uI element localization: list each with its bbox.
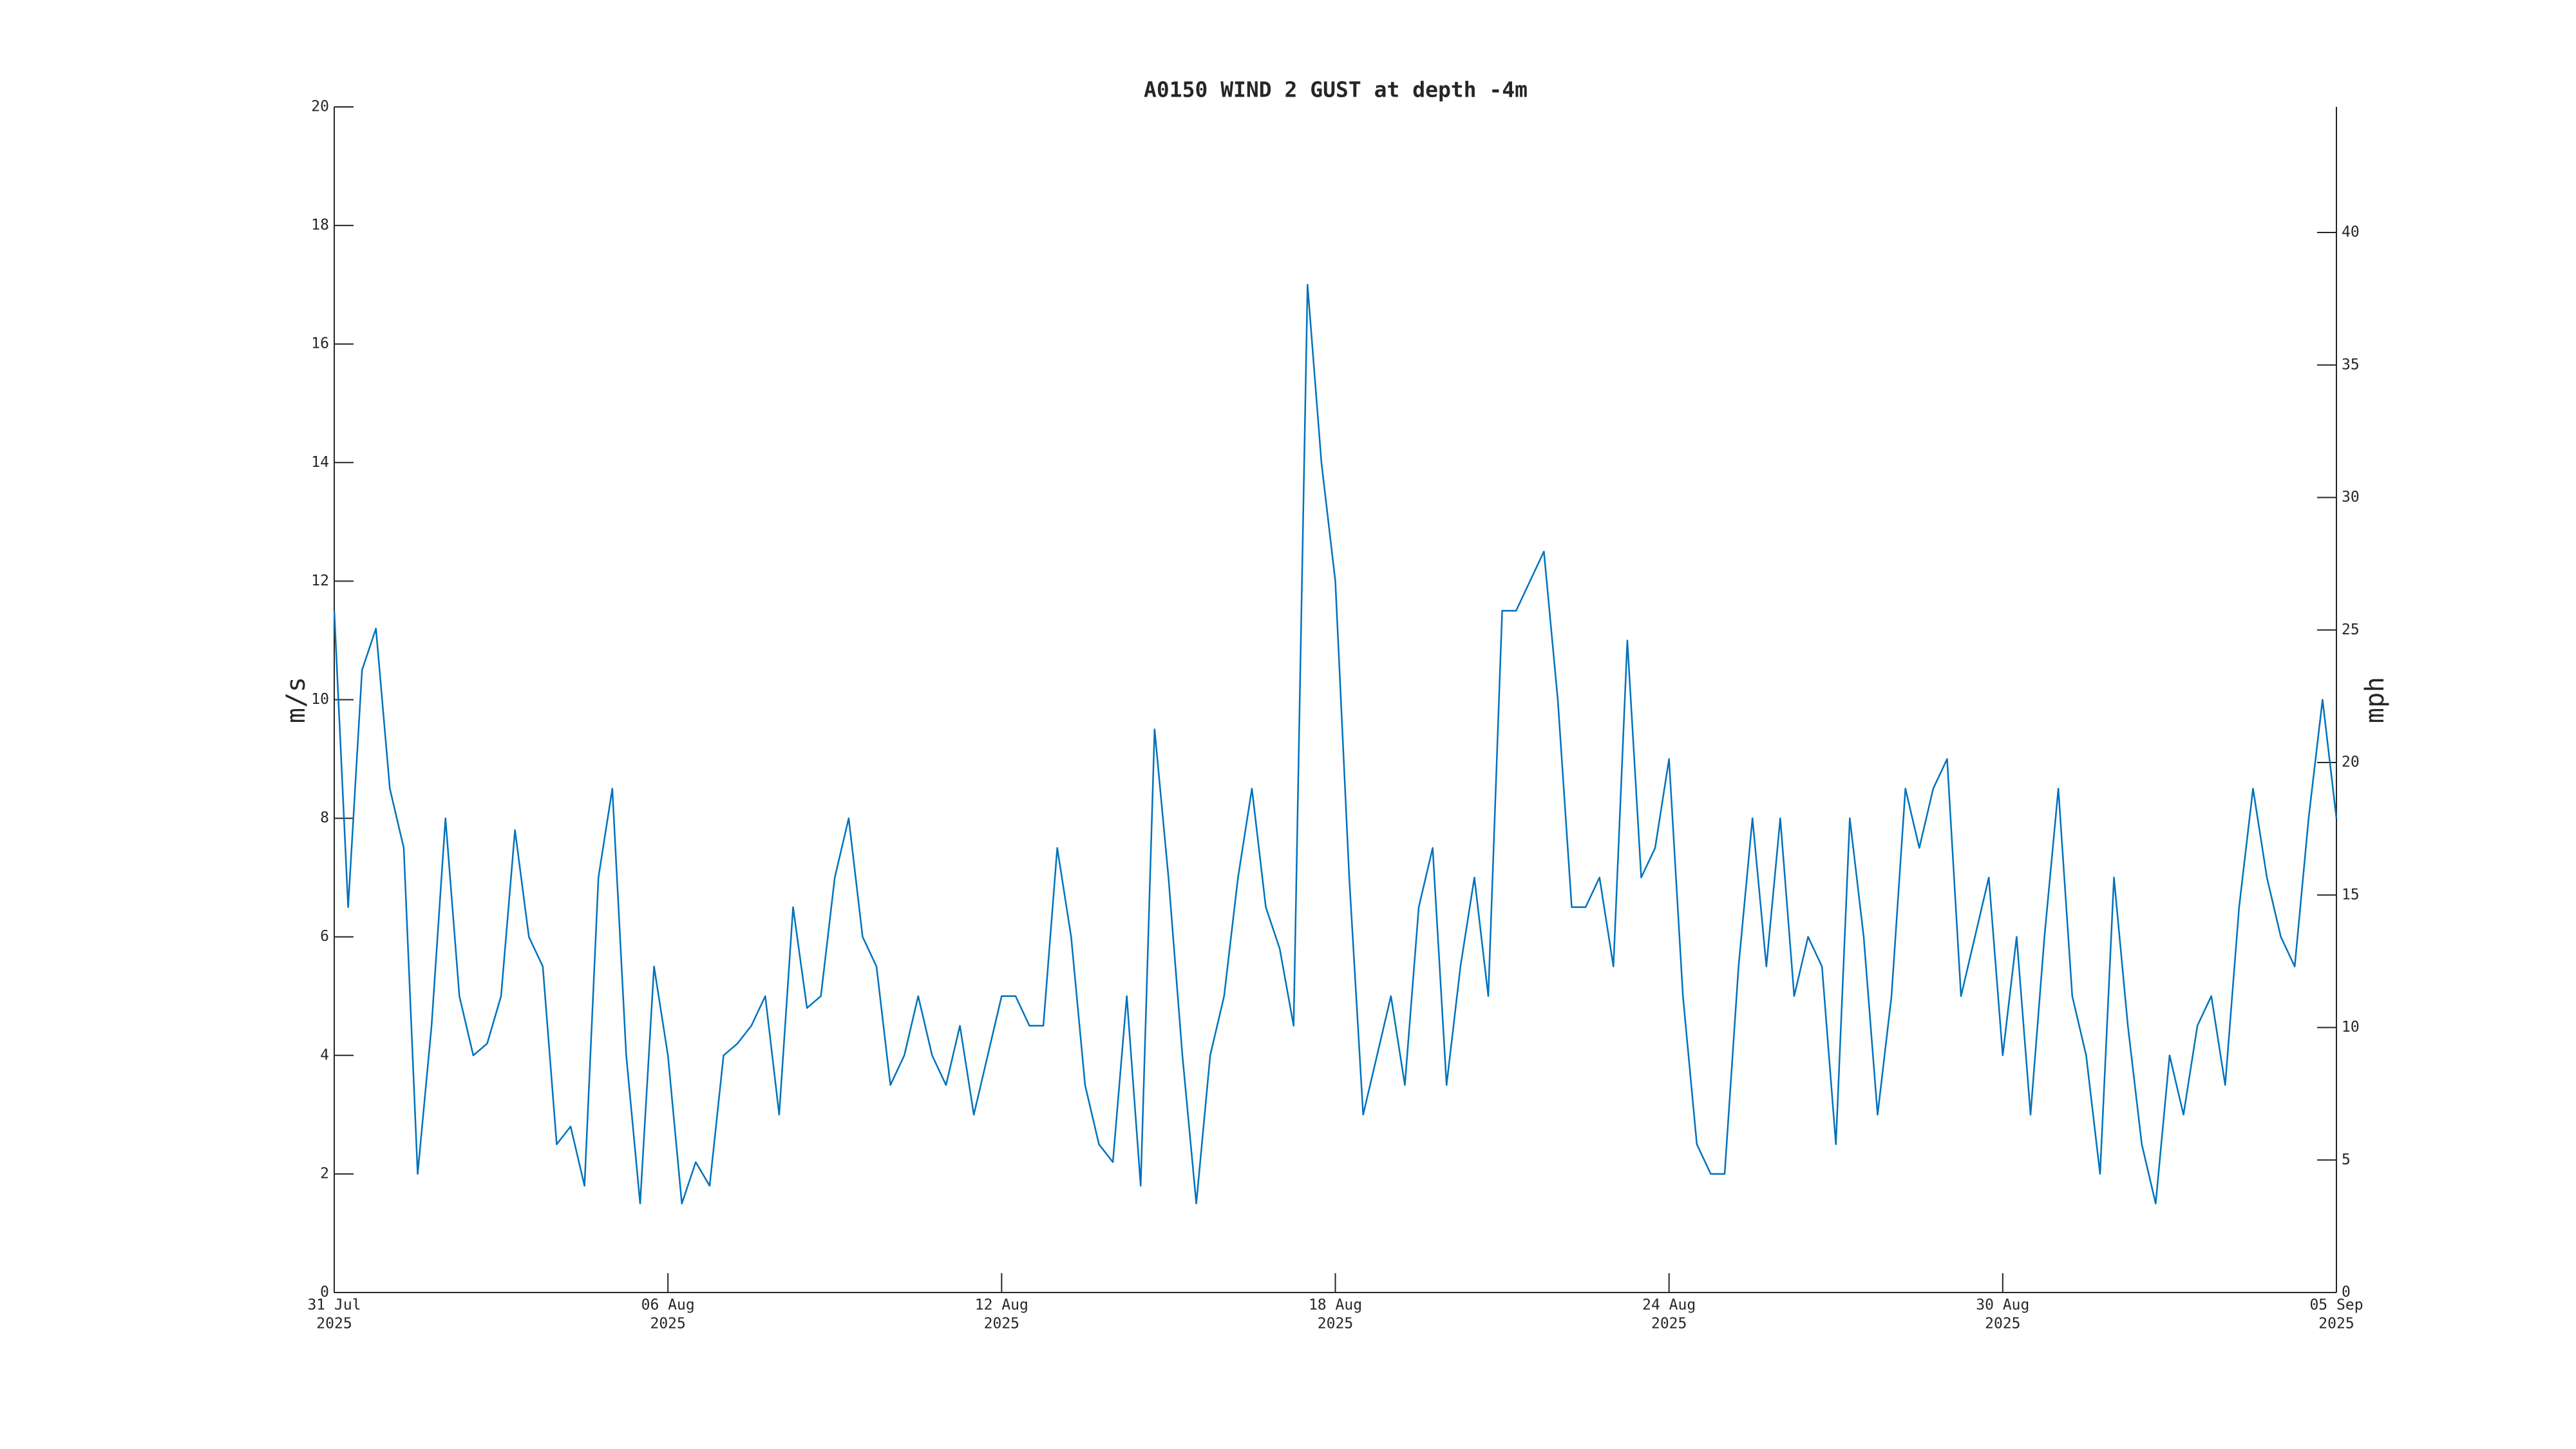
- y2-tick-label: 25: [2342, 621, 2360, 638]
- y2-tick-label: 40: [2342, 224, 2360, 241]
- chart-title: A0150 WIND 2 GUST at depth -4m: [1144, 77, 1528, 102]
- y-tick-label: 16: [311, 336, 329, 352]
- y-tick-label: 4: [320, 1046, 329, 1063]
- y2-tick-label: 5: [2342, 1151, 2351, 1168]
- x-tick-label: 05 Sep: [2309, 1297, 2363, 1314]
- y-tick-label: 8: [320, 810, 329, 826]
- y-tick-label: 20: [311, 99, 329, 115]
- y-tick-label: 0: [320, 1284, 329, 1301]
- x-tick-label: 2025: [984, 1316, 1019, 1332]
- x-tick-label: 12 Aug: [975, 1297, 1028, 1314]
- y2-tick-label: 20: [2342, 754, 2360, 771]
- y2-axis-label: mph: [2360, 677, 2390, 723]
- y-tick-label: 14: [311, 454, 329, 471]
- x-tick-label: 2025: [1985, 1316, 2020, 1332]
- x-tick-label: 30 Aug: [1976, 1297, 2029, 1314]
- y-axis-label: m/s: [281, 677, 311, 723]
- x-tick-label: 31 Jul: [307, 1297, 361, 1314]
- x-tick-label: 18 Aug: [1309, 1297, 1362, 1314]
- y2-tick-label: 0: [2342, 1284, 2351, 1301]
- y2-tick-label: 35: [2342, 356, 2360, 373]
- x-tick-label: 06 Aug: [641, 1297, 695, 1314]
- y2-tick-label: 30: [2342, 489, 2360, 506]
- y-tick-label: 6: [320, 928, 329, 945]
- x-tick-label: 2025: [1651, 1316, 1687, 1332]
- data-line: [333, 283, 2338, 1205]
- y-tick-label: 12: [311, 573, 329, 589]
- y-tick-label: 2: [320, 1165, 329, 1182]
- x-tick-label: 2025: [316, 1316, 352, 1332]
- y2-tick-label: 15: [2342, 886, 2360, 903]
- y-tick-label: 10: [311, 691, 329, 708]
- x-tick-label: 24 Aug: [1642, 1297, 1696, 1314]
- y2-tick-label: 10: [2342, 1019, 2360, 1036]
- x-tick-label: 2025: [2318, 1316, 2354, 1332]
- y-tick-label: 18: [311, 217, 329, 234]
- x-tick-label: 2025: [1318, 1316, 1353, 1332]
- x-tick-label: 2025: [650, 1316, 685, 1332]
